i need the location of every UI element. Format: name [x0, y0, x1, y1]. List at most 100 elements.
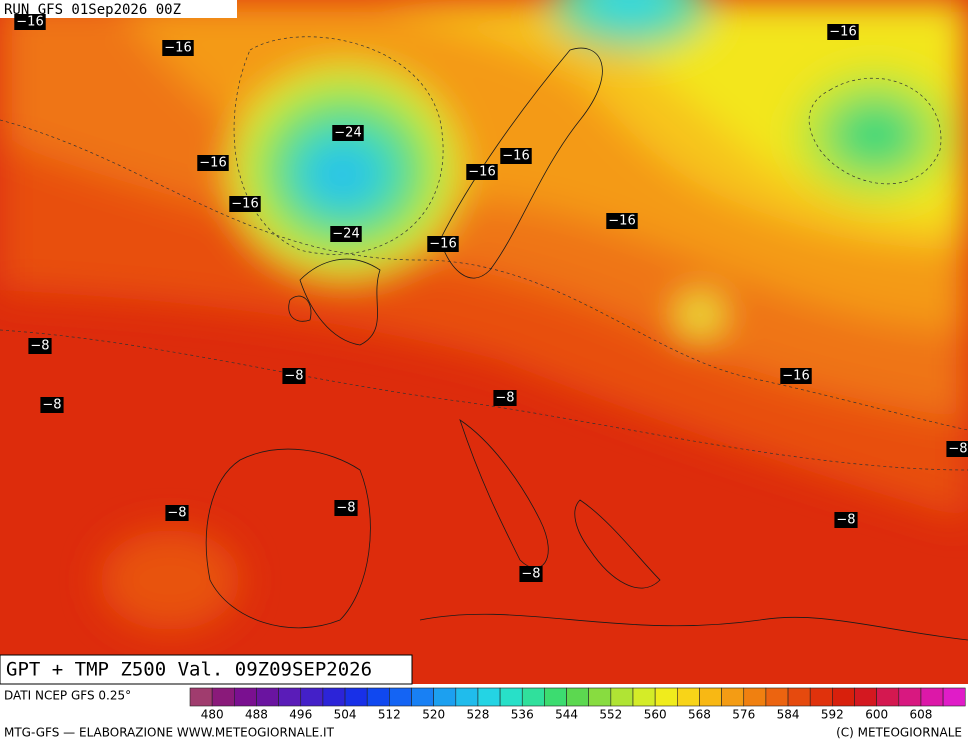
- contour-label: −8: [284, 369, 303, 384]
- colorbar-swatch: [211, 687, 235, 707]
- run-header: RUN GFS 01Sep2026 00Z: [4, 2, 181, 18]
- contour-label: −16: [429, 237, 456, 252]
- colorbar-label: 552: [599, 708, 622, 722]
- contour-label-bg: [519, 566, 543, 582]
- isotherms: [0, 36, 968, 471]
- contour-label-bg: [606, 213, 638, 229]
- contour-label-bg: [332, 125, 364, 141]
- footer-credit: MTG-GFS — ELABORAZIONE WWW.METEOGIORNALE…: [4, 726, 335, 740]
- colorbar-swatch: [743, 687, 767, 707]
- colorbar-swatch: [699, 687, 722, 707]
- contour-label: −16: [164, 41, 191, 56]
- colorbar-label: 560: [644, 708, 667, 722]
- colorbar-swatch: [632, 687, 656, 707]
- contour-label: −16: [231, 197, 258, 212]
- colorbar-swatch: [676, 687, 700, 707]
- colorbar-label: 528: [466, 708, 489, 722]
- colorbar-swatch: [278, 687, 302, 707]
- contour-label: −16: [468, 165, 495, 180]
- colorbar-swatch: [344, 687, 368, 707]
- copyright: (C) METEOGIORNALE: [836, 726, 962, 740]
- contour-label-bg: [229, 196, 261, 212]
- colorbar-label: 496: [289, 708, 312, 722]
- map-title: GPT + TMP Z500 Val. 09Z09SEP2026: [6, 659, 372, 681]
- colorbar-swatch: [809, 687, 833, 707]
- colorbar-swatch: [920, 687, 944, 707]
- colorbar-label: 504: [334, 708, 357, 722]
- contour-label-bg: [780, 368, 812, 384]
- colorbar-swatch: [787, 687, 811, 707]
- contour-label-bg: [28, 338, 52, 354]
- colorbar-swatch: [765, 687, 789, 707]
- contour-label-bg: [466, 164, 498, 180]
- colorbar-swatch: [832, 687, 855, 707]
- colorbar-label: 544: [555, 708, 578, 722]
- colorbar-label: 576: [732, 708, 755, 722]
- data-source: DATI NCEP GFS 0.25°: [4, 689, 131, 703]
- colorbar-swatch: [876, 687, 900, 707]
- colorbar-swatch: [854, 687, 877, 707]
- contour-label-bg: [827, 24, 859, 40]
- colorbar-label: 480: [201, 708, 224, 722]
- contour-label-bg: [500, 148, 532, 164]
- contour-label: −8: [30, 339, 49, 354]
- contour-label: −24: [332, 227, 359, 242]
- colorbar-swatch: [521, 687, 545, 707]
- contour-label: −8: [42, 398, 61, 413]
- contour-label-bg: [162, 40, 194, 56]
- contour-label-bg: [40, 397, 64, 413]
- contour-label-bg: [493, 390, 517, 406]
- contour-label-bg: [14, 14, 46, 30]
- colorbar-label: 512: [378, 708, 401, 722]
- contour-label: −8: [521, 567, 540, 582]
- colorbar-swatch: [721, 687, 745, 707]
- contour-label-bg: [946, 441, 968, 457]
- colorbar-swatch: [322, 687, 346, 707]
- colorbar-swatch: [588, 687, 612, 707]
- contour-label-bg: [197, 155, 229, 171]
- contour-label: −16: [199, 156, 226, 171]
- colorbar-swatch: [499, 687, 523, 707]
- contour-label-bg: [165, 505, 189, 521]
- colorbar-swatch: [544, 687, 567, 707]
- colorbar-label: 584: [777, 708, 800, 722]
- colorbar-label: 488: [245, 708, 268, 722]
- contour-label: −8: [336, 501, 355, 516]
- contour-label: −8: [495, 391, 514, 406]
- contour-label: −16: [829, 25, 856, 40]
- contour-label: −8: [836, 513, 855, 528]
- contour-label: −24: [334, 126, 361, 141]
- colorbar-swatch: [898, 687, 922, 707]
- contour-label: −16: [16, 15, 43, 30]
- colorbar-swatch: [610, 687, 634, 707]
- colorbar-label: 520: [422, 708, 445, 722]
- contour-label-bg: [330, 226, 362, 242]
- contour-label: −8: [167, 506, 186, 521]
- colorbar-swatch: [654, 687, 678, 707]
- map-field: [0, 0, 968, 684]
- coastlines: [205, 47, 968, 641]
- contour-label-bg: [282, 368, 306, 384]
- colorbar-swatch: [256, 687, 279, 707]
- colorbar-label: 600: [865, 708, 888, 722]
- colorbar-swatch: [234, 687, 257, 707]
- colorbar-label: 568: [688, 708, 711, 722]
- colorbar-swatch: [366, 687, 390, 707]
- colorbar-label: 592: [821, 708, 844, 722]
- colorbar-swatch: [433, 687, 457, 707]
- colorbar-swatch: [189, 687, 213, 707]
- contour-label: −16: [502, 149, 529, 164]
- contour-label-bg: [834, 512, 858, 528]
- colorbar-swatch: [455, 687, 479, 707]
- colorbar-swatch: [477, 687, 501, 707]
- contour-label-bg: [334, 500, 358, 516]
- title-box: [0, 654, 413, 685]
- colorbar-label: 608: [909, 708, 932, 722]
- contour-label: −16: [608, 214, 635, 229]
- colorbar-swatch: [389, 687, 412, 707]
- header-box: [0, 0, 237, 18]
- contour-label-bg: [427, 236, 459, 252]
- colorbar-swatch: [411, 687, 434, 707]
